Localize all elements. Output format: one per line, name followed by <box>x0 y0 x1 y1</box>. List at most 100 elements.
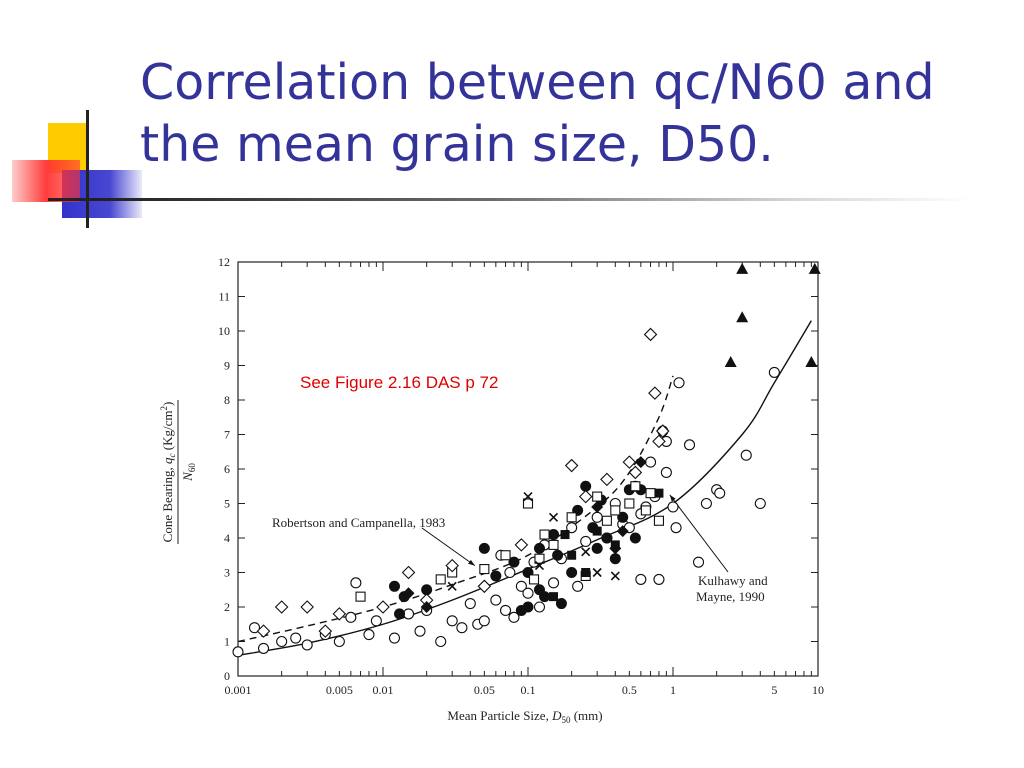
open-circle-point <box>478 615 490 627</box>
filled-square-point <box>560 530 570 540</box>
robertson-leader-arrow <box>421 527 476 567</box>
filled-circle-point <box>591 542 603 554</box>
x-tick-label: 5 <box>771 683 777 697</box>
filled-square-point <box>654 488 664 498</box>
robertson-campanella-curve <box>237 375 674 643</box>
cross-point <box>523 492 533 502</box>
open-diamond-point <box>318 624 333 638</box>
open-square-point <box>601 515 612 526</box>
open-circle-point <box>345 611 357 623</box>
open-circle-point <box>350 577 362 589</box>
y-tick-label: 7 <box>224 428 230 442</box>
open-circle-point <box>515 580 527 592</box>
open-circle-point <box>683 439 696 451</box>
cross-point <box>592 567 602 578</box>
slide-title: Correlation between qc/N60 and the mean … <box>140 52 1000 176</box>
open-diamond-point <box>445 558 459 573</box>
filled-circle-point <box>609 553 621 565</box>
open-diamond-point <box>300 600 314 614</box>
robertson-leader-arrow-head <box>468 559 475 566</box>
figure-reference-note: See Figure 2.16 DAS p 72 <box>300 373 498 392</box>
open-square-point <box>566 512 577 523</box>
open-diamond-point <box>622 455 637 469</box>
open-circle-point <box>533 601 546 613</box>
open-circle-point <box>572 580 584 592</box>
deco-vertical-line <box>86 110 89 228</box>
slide-title-line2: the mean grain size, D50. <box>140 116 774 173</box>
open-circle-point <box>580 535 592 548</box>
open-diamond-point <box>477 579 492 594</box>
open-circle-point <box>363 629 375 641</box>
open-diamond-point <box>256 624 271 638</box>
chart-annotations: See Figure 2.16 DAS p 72 Robertson and C… <box>272 373 768 604</box>
x-tick-label: 1 <box>670 683 676 697</box>
open-circle-point <box>692 556 705 568</box>
open-square-point <box>479 563 490 575</box>
open-square-point <box>624 498 635 509</box>
kulhawy-label-line2: Mayne, 1990 <box>696 589 765 604</box>
open-square-point <box>435 574 446 585</box>
open-circle-point <box>435 635 447 648</box>
x-tick-label: 0.5 <box>622 683 637 697</box>
open-diamond-point <box>376 600 390 614</box>
open-diamond-point <box>600 472 614 487</box>
open-diamond-point <box>514 538 529 552</box>
robertson-label: Robertson and Campanella, 1983 <box>272 515 445 530</box>
plot-frame <box>237 261 819 677</box>
filled-diamond-point <box>616 525 629 538</box>
open-square-point <box>522 498 534 509</box>
open-circle-point <box>591 511 603 523</box>
y-tick-label: 2 <box>224 600 230 614</box>
filled-circle-point <box>490 570 502 582</box>
filled-triangle-point <box>808 262 821 274</box>
filled-circle-point <box>555 598 567 610</box>
filled-circle-point <box>421 584 433 596</box>
filled-square-point <box>592 526 602 536</box>
filled-circle-point <box>629 532 641 544</box>
open-square-point <box>645 488 656 499</box>
chart-points <box>232 262 821 658</box>
y-tick-label: 1 <box>224 635 230 649</box>
y-tick-label: 10 <box>218 324 230 338</box>
deco-red-square <box>12 160 80 202</box>
open-circle-point <box>414 625 426 637</box>
open-circle-point <box>388 632 401 644</box>
open-square-point <box>592 491 603 502</box>
cross-point <box>447 581 457 591</box>
kulhawy-leader-arrow-head <box>669 494 676 502</box>
filled-triangle-point <box>805 356 818 368</box>
open-circle-point <box>446 615 458 627</box>
open-circle-point <box>644 456 657 468</box>
open-square-point <box>548 539 559 550</box>
slide-title-line1: Correlation between qc/N60 and <box>140 54 935 111</box>
open-circle-point <box>670 522 682 534</box>
open-square-point <box>500 550 511 561</box>
open-circle-point <box>740 449 752 461</box>
filled-square-point <box>549 592 559 602</box>
open-square-point <box>653 515 664 526</box>
open-diamond-point <box>564 458 579 473</box>
x-axis-title: Mean Particle Size, D50 (mm) <box>447 708 602 725</box>
open-circle-point <box>754 497 766 510</box>
filled-circle-point <box>394 608 406 620</box>
open-circle-point <box>667 501 679 513</box>
filled-triangle-point <box>724 356 737 368</box>
filled-diamond-point <box>609 542 622 555</box>
open-circle-point <box>290 632 302 644</box>
open-circle-point <box>700 497 712 510</box>
open-circle-point <box>673 377 685 389</box>
open-circle-point <box>276 635 288 648</box>
y-tick-label: 9 <box>224 359 230 373</box>
open-diamond-point <box>332 607 347 621</box>
kulhawy-label-line1: Kulhawy and <box>698 573 768 588</box>
open-square-point <box>640 505 651 516</box>
filled-diamond-point <box>634 456 647 469</box>
open-square-point <box>630 481 641 492</box>
open-circle-point <box>464 597 476 610</box>
cross-point <box>548 512 559 522</box>
x-tick-label: 10 <box>812 683 824 697</box>
open-circle-point <box>547 577 560 589</box>
x-tick-label: 0.1 <box>521 683 536 697</box>
open-circle-point <box>232 646 244 658</box>
